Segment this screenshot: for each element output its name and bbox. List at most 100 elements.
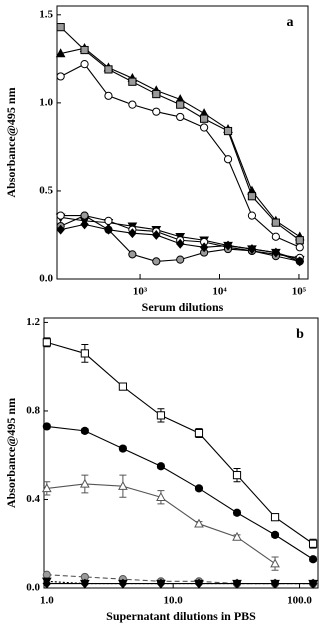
marker — [55, 48, 66, 58]
marker — [295, 256, 305, 267]
x-tick-label: 10³ — [133, 286, 148, 298]
marker — [270, 558, 280, 568]
marker — [42, 578, 52, 589]
marker — [80, 219, 89, 230]
panel-label: a — [287, 15, 294, 30]
marker — [194, 484, 204, 493]
plot-frame — [56, 5, 309, 280]
series-line — [60, 63, 300, 248]
marker — [223, 240, 233, 251]
marker — [270, 578, 280, 589]
marker — [104, 65, 113, 74]
marker — [194, 578, 204, 589]
marker — [194, 428, 204, 438]
marker — [176, 100, 185, 109]
marker — [194, 518, 204, 528]
marker — [232, 508, 242, 517]
x-axis-label: Serum dilutions — [142, 300, 224, 314]
x-axis-label: Supernatant dilutions in PBS — [106, 609, 256, 623]
marker — [232, 531, 242, 541]
marker — [80, 45, 89, 55]
y-tick-label: 1.0 — [39, 96, 53, 108]
marker — [308, 539, 318, 548]
y-axis-label: Absorbance@495 nm — [4, 398, 18, 508]
marker — [152, 257, 161, 266]
x-tick-label: 10⁴ — [212, 286, 227, 298]
marker — [199, 242, 209, 253]
marker — [42, 422, 51, 431]
marker — [223, 126, 233, 136]
marker — [247, 211, 257, 220]
y-tick-label: 0.5 — [39, 184, 53, 196]
marker — [104, 224, 113, 235]
series-line — [46, 341, 314, 545]
marker — [80, 578, 90, 589]
marker — [232, 471, 242, 480]
y-tick-label: 0.0 — [39, 273, 53, 285]
marker — [80, 60, 89, 69]
x-tick-label: 1.0 — [40, 595, 54, 607]
y-tick-label: 1.2 — [26, 316, 40, 328]
marker — [80, 349, 89, 358]
marker — [247, 192, 257, 201]
marker — [156, 462, 166, 471]
marker — [156, 492, 166, 501]
marker — [80, 478, 90, 488]
marker — [42, 570, 51, 579]
marker — [176, 112, 185, 122]
y-axis-label: Absorbance@495 nm — [4, 87, 18, 197]
marker — [104, 91, 113, 100]
x-tick-label: 100.0 — [287, 595, 312, 607]
marker — [176, 255, 185, 264]
marker — [295, 236, 304, 245]
x-tick-label: 10⁵ — [292, 286, 307, 298]
marker — [271, 218, 280, 227]
marker — [56, 72, 65, 81]
series-line — [60, 26, 301, 241]
marker — [56, 23, 65, 32]
marker — [152, 107, 161, 116]
marker — [56, 211, 65, 220]
marker — [156, 411, 166, 420]
marker — [223, 155, 233, 164]
y-tick-label: 0.4 — [26, 493, 40, 505]
y-tick-label: 1.5 — [39, 8, 53, 20]
series-line — [46, 425, 314, 560]
marker — [200, 114, 209, 123]
marker — [271, 232, 280, 241]
marker — [80, 426, 89, 435]
series-line — [46, 574, 314, 585]
marker — [270, 530, 280, 539]
marker — [41, 483, 52, 493]
plot-frame — [43, 317, 319, 589]
series-line — [60, 47, 301, 238]
marker — [175, 238, 185, 249]
marker — [156, 578, 166, 589]
marker — [308, 578, 318, 589]
y-tick-label: 0.0 — [26, 582, 40, 594]
marker — [200, 123, 209, 132]
marker — [308, 555, 318, 564]
marker — [118, 578, 128, 589]
marker — [270, 513, 280, 522]
marker — [128, 228, 137, 239]
x-tick-label: 10.0 — [164, 595, 184, 607]
panel-label: b — [296, 327, 304, 342]
y-tick-label: 0.8 — [26, 404, 40, 416]
marker — [271, 247, 281, 258]
marker — [295, 243, 304, 252]
marker — [118, 444, 127, 453]
marker — [232, 578, 242, 589]
marker — [42, 338, 51, 347]
marker — [56, 224, 65, 235]
marker — [128, 250, 137, 259]
marker — [128, 77, 137, 86]
marker — [152, 229, 161, 240]
marker — [80, 211, 89, 220]
marker — [128, 100, 137, 109]
marker — [247, 244, 257, 255]
marker — [104, 216, 113, 225]
marker — [152, 89, 161, 99]
